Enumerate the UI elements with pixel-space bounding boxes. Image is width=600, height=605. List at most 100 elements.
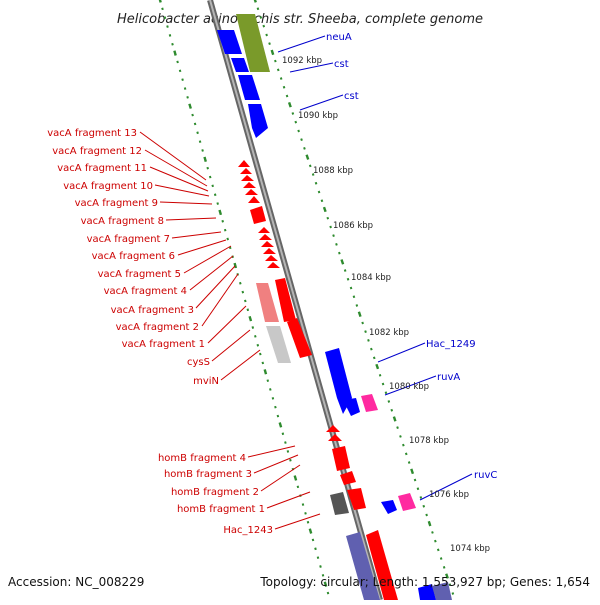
feature-vacA-fragment [248,196,260,203]
tick-mark-inner [276,414,280,418]
feature-gene-cysS [256,283,279,322]
tick-mark-outer [349,286,353,290]
leader-line [266,491,311,509]
tick-mark-inner [284,441,287,444]
tick-mark-inner [211,184,214,188]
leader-line [277,35,326,53]
tick-mark-inner [223,228,227,232]
label-neuA: neuA [326,32,352,43]
label-leader-lines [139,35,473,530]
tick-mark-outer [282,85,286,89]
label-cst: cst [344,91,359,102]
tick-mark-inner [239,281,242,285]
label-mviN: mviN [193,376,219,387]
tick-mark-outer [407,461,411,464]
tick-mark-inner [171,42,174,46]
feature-gene-blue [217,30,242,54]
tick-mark-inner [296,485,300,489]
tick-mark-outer [274,59,277,63]
leader-line [149,166,209,192]
label-cst: cst [334,59,349,70]
feature-homB-fragment [328,434,342,441]
topology-text: Topology: circular; Length: 1,553,927 bp… [259,575,590,589]
tick-mark-inner [274,405,277,409]
leader-line [171,231,222,239]
tick-mark-inner [196,131,199,135]
kbp-label: 1092 kbp [282,56,322,66]
tick-mark-inner [321,574,325,577]
tick-mark-outer [314,181,318,185]
feature-gene-ruvA [361,394,378,412]
accession-text: Accession: NC_008229 [8,575,144,589]
label-Hac_1243: Hac_1243 [223,525,273,536]
kbp-label: 1080 kbp [389,382,429,392]
tick-mark-outer [357,311,362,317]
tick-mark-inner [266,379,270,382]
tick-mark-inner [244,299,247,303]
tick-mark-outer [265,33,268,37]
feature-homB-fragment [340,471,356,485]
feature-gene-neuA [236,14,270,72]
right-labels: neuA cst cst Hac_1249 ruvA ruvC [326,32,497,481]
tick-mark-inner [226,237,229,241]
tick-mark-inner [251,326,255,329]
tick-mark-outer [303,146,306,150]
tick-mark-outer [378,374,382,377]
label-homB-fragment-2: homB fragment 2 [171,487,259,498]
tick-mark-inner [201,149,204,152]
tick-mark-inner [176,60,179,64]
leader-line [165,217,217,221]
label-ruvC: ruvC [474,470,497,481]
leader-line [207,305,247,344]
label-cysS: cysS [187,357,210,368]
tick-mark-outer [268,42,271,46]
tick-mark-outer [427,520,432,527]
kbp-label: 1076 kbp [429,490,469,500]
leader-line [189,255,234,291]
tick-mark-outer [256,7,260,11]
label-vacA-fragment-11: vacA fragment 11 [57,163,147,174]
tick-mark-inner [158,0,162,3]
leader-line [299,94,344,111]
left-labels: vacA fragment 13 vacA fragment 12 vacA f… [47,128,273,536]
tick-mark-outer [253,0,257,3]
tick-mark-inner [304,512,307,515]
feature-gene-red [347,488,366,510]
tick-mark-inner [168,34,172,37]
label-Hac_1249: Hac_1249 [426,339,476,350]
tick-mark-outer [370,347,373,351]
leader-line [289,62,334,73]
feature-gene-blue [343,398,360,416]
leader-line [183,245,232,274]
tick-mark-inner [319,565,322,568]
tick-mark-inner [269,388,272,391]
tick-mark-inner [278,422,283,428]
tick-mark-inner [188,103,192,109]
tick-mark-inner [221,219,224,223]
tick-mark-outer [259,16,263,19]
leader-line [220,349,261,381]
leader-line [144,149,208,187]
label-vacA-fragment-2: vacA fragment 2 [116,322,199,333]
feature-gene-mviN [266,326,291,363]
kbp-label: 1078 kbp [409,436,449,446]
tick-mark-outer [285,94,289,98]
feature-gene-Hac_1249 [325,348,352,414]
kbp-label: 1086 kbp [333,221,373,231]
kbp-labels: 1092 kbp 1090 kbp 1088 kbp 1086 kbp 1084… [282,56,490,554]
leader-line [154,184,210,197]
tick-mark-inner [246,308,250,312]
feature-vacA-fragment [245,189,258,195]
tick-mark-outer [320,199,324,203]
tick-mark-outer [419,496,423,499]
tick-mark-inner [208,175,212,179]
feature-vacA-fragment [250,206,266,224]
label-homB-fragment-4: homB fragment 4 [158,453,246,464]
tick-mark-inner [161,7,164,11]
tick-mark-inner [186,96,189,99]
feature-gene-blue [231,58,249,72]
tick-mark-outer [308,164,312,168]
tick-mark-inner [193,122,197,126]
tick-mark-outer [413,478,417,482]
map-title: Helicobacter acinonychis str. Sheeba, co… [117,12,483,27]
